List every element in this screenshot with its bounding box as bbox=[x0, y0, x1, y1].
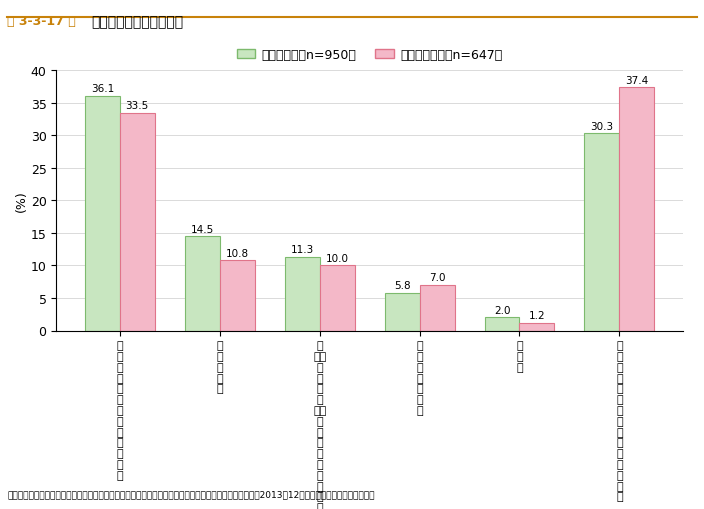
Bar bbox=[320, 266, 355, 331]
Bar bbox=[220, 261, 255, 331]
Bar bbox=[384, 293, 420, 331]
Text: 11.3: 11.3 bbox=[291, 245, 314, 255]
Y-axis label: (%): (%) bbox=[15, 190, 28, 212]
Text: 30.3: 30.3 bbox=[591, 122, 613, 132]
Text: 10.0: 10.0 bbox=[326, 253, 348, 263]
Legend: 中規模企業（n=950）, 小規模事業者（n=647）: 中規模企業（n=950）, 小規模事業者（n=647） bbox=[232, 44, 508, 67]
Text: 5.8: 5.8 bbox=[394, 280, 410, 291]
Text: 10.8: 10.8 bbox=[225, 248, 249, 258]
Text: 第 3-3-17 図: 第 3-3-17 図 bbox=[7, 15, 76, 28]
Bar bbox=[520, 323, 555, 331]
Text: 1.2: 1.2 bbox=[529, 310, 546, 321]
Bar bbox=[584, 134, 620, 331]
Bar bbox=[84, 97, 120, 331]
Bar bbox=[620, 88, 655, 331]
Text: 2.0: 2.0 bbox=[494, 305, 510, 315]
Bar bbox=[420, 286, 455, 331]
Text: 36.1: 36.1 bbox=[91, 84, 114, 94]
Bar bbox=[284, 258, 320, 331]
Bar bbox=[484, 318, 520, 331]
Text: 7.0: 7.0 bbox=[429, 273, 446, 283]
Bar bbox=[120, 114, 155, 331]
Text: 37.4: 37.4 bbox=[625, 75, 648, 86]
Bar bbox=[184, 237, 220, 331]
Text: 33.5: 33.5 bbox=[125, 101, 149, 111]
Text: 資料：中小企業庁委託「中小企業者・小規模企業者の経営実態及び事業承継に関するアンケート調査」（2013年12月、（株）帝国データバンク）: 資料：中小企業庁委託「中小企業者・小規模企業者の経営実態及び事業承継に関するアン… bbox=[7, 490, 375, 499]
Text: 事業承継後の新しい取組: 事業承継後の新しい取組 bbox=[92, 15, 184, 29]
Text: 14.5: 14.5 bbox=[191, 224, 214, 234]
